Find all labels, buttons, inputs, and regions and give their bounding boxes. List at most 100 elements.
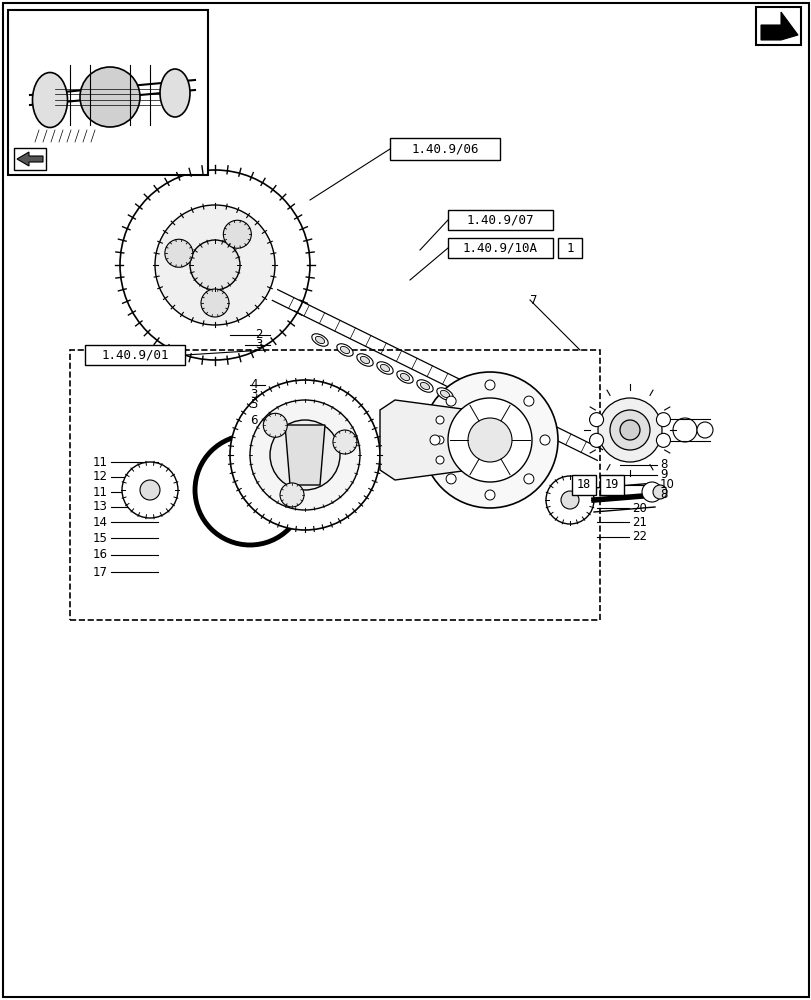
Circle shape	[280, 483, 303, 507]
Circle shape	[484, 380, 495, 390]
Bar	[8, 10, 208, 175]
Circle shape	[263, 413, 287, 437]
Circle shape	[642, 482, 661, 502]
Bar	[557, 238, 581, 258]
Text: 1.40.9/01: 1.40.9/01	[101, 349, 169, 361]
Text: 6: 6	[250, 414, 258, 426]
Circle shape	[672, 418, 696, 442]
Text: 15: 15	[93, 532, 108, 544]
Ellipse shape	[315, 336, 324, 344]
Circle shape	[120, 170, 310, 360]
Circle shape	[165, 239, 193, 267]
Circle shape	[155, 205, 275, 325]
Circle shape	[139, 480, 160, 500]
Circle shape	[436, 416, 444, 424]
Ellipse shape	[80, 67, 139, 127]
Circle shape	[696, 422, 712, 438]
Ellipse shape	[337, 344, 353, 356]
Circle shape	[620, 420, 639, 440]
Text: 7: 7	[530, 294, 537, 306]
Bar	[448, 238, 552, 258]
Circle shape	[201, 289, 229, 317]
Bar	[14, 148, 46, 170]
Ellipse shape	[160, 69, 190, 117]
Bar	[85, 345, 185, 365]
Circle shape	[655, 433, 670, 447]
Bar	[389, 138, 500, 160]
Bar	[448, 210, 552, 230]
Text: 21: 21	[631, 516, 646, 528]
Bar	[755, 7, 800, 45]
Text: 1.40.9/06: 1.40.9/06	[410, 143, 478, 156]
Circle shape	[589, 433, 603, 447]
Text: 8: 8	[659, 458, 667, 472]
Text: 19: 19	[604, 479, 618, 491]
Text: 2: 2	[255, 328, 263, 342]
Text: 20: 20	[631, 502, 646, 514]
Circle shape	[545, 476, 594, 524]
Text: 10: 10	[659, 479, 674, 491]
Circle shape	[436, 456, 444, 464]
Circle shape	[250, 400, 359, 510]
Ellipse shape	[340, 346, 350, 354]
Circle shape	[430, 435, 440, 445]
Text: 18: 18	[576, 479, 590, 491]
Circle shape	[223, 220, 251, 248]
Ellipse shape	[416, 380, 432, 392]
Circle shape	[655, 413, 670, 427]
Circle shape	[445, 474, 456, 484]
Text: 5: 5	[251, 398, 258, 412]
Circle shape	[560, 491, 578, 509]
Text: 16: 16	[93, 548, 108, 562]
Ellipse shape	[440, 390, 449, 398]
Ellipse shape	[376, 362, 393, 374]
Circle shape	[270, 420, 340, 490]
Circle shape	[436, 436, 444, 444]
Ellipse shape	[360, 356, 369, 364]
Circle shape	[652, 485, 666, 499]
Circle shape	[539, 435, 549, 445]
Ellipse shape	[32, 73, 67, 128]
Text: 3: 3	[251, 388, 258, 401]
Text: 11: 11	[93, 456, 108, 468]
Polygon shape	[17, 152, 43, 166]
Text: 13: 13	[93, 500, 108, 514]
Ellipse shape	[356, 354, 373, 366]
Text: 1.40.9/10A: 1.40.9/10A	[462, 241, 538, 254]
Circle shape	[484, 490, 495, 500]
Ellipse shape	[380, 364, 389, 372]
Text: 9: 9	[659, 468, 667, 482]
Circle shape	[333, 430, 357, 454]
Text: 14: 14	[93, 516, 108, 528]
Bar	[70, 350, 599, 620]
Ellipse shape	[420, 382, 429, 390]
Text: 17: 17	[93, 566, 108, 578]
Text: 3: 3	[255, 338, 263, 352]
Text: 22: 22	[631, 530, 646, 544]
Circle shape	[190, 240, 240, 290]
Text: 1.40.9/07: 1.40.9/07	[466, 214, 534, 227]
Circle shape	[609, 410, 649, 450]
Circle shape	[523, 396, 534, 406]
Polygon shape	[285, 425, 324, 485]
Circle shape	[523, 474, 534, 484]
Circle shape	[230, 380, 380, 530]
Bar	[599, 475, 623, 495]
Ellipse shape	[397, 371, 413, 383]
Text: 4: 4	[250, 378, 258, 391]
Bar	[571, 475, 595, 495]
Text: 11: 11	[93, 486, 108, 498]
Circle shape	[448, 398, 531, 482]
Polygon shape	[380, 400, 474, 480]
Text: 12: 12	[93, 471, 108, 484]
Text: 8: 8	[659, 488, 667, 502]
Text: 1: 1	[565, 241, 573, 254]
Ellipse shape	[400, 373, 409, 381]
Circle shape	[422, 372, 557, 508]
Circle shape	[589, 413, 603, 427]
Polygon shape	[760, 12, 797, 40]
Circle shape	[122, 462, 178, 518]
Circle shape	[467, 418, 512, 462]
Circle shape	[597, 398, 661, 462]
Circle shape	[445, 396, 456, 406]
